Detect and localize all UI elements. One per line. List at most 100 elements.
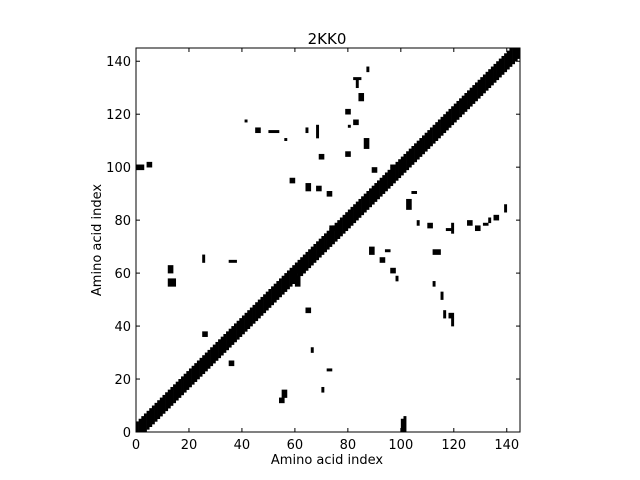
diagonal-contact: [151, 405, 155, 425]
contact-cell: [416, 220, 420, 226]
diagonal-contact: [361, 196, 365, 216]
diagonal-contact: [329, 228, 333, 247]
diagonal-contact: [223, 334, 227, 353]
diagonal-contact: [451, 106, 455, 126]
diagonal-contact: [239, 318, 243, 337]
contact-cell: [432, 281, 436, 287]
diagonal-contact: [345, 212, 349, 232]
diagonal-contact: [154, 402, 158, 422]
diagonal-contact: [347, 209, 351, 229]
diagonal-contact: [292, 265, 296, 284]
y-tick-label: 40: [114, 320, 131, 335]
contact-cell: [379, 257, 386, 263]
diagonal-contact: [384, 172, 388, 192]
plot-frame: [135, 47, 521, 433]
diagonal-contact: [326, 230, 330, 250]
diagonal-contact: [504, 53, 508, 73]
diagonal-contact: [302, 254, 306, 274]
diagonal-contact: [260, 296, 264, 316]
contact-cell: [474, 225, 481, 232]
diagonal-contact: [321, 236, 325, 255]
diagonal-contact: [429, 127, 433, 147]
contact-cell: [294, 275, 301, 287]
diagonal-contact: [337, 220, 341, 239]
diagonal-contact: [509, 48, 513, 67]
y-tick-label: 20: [114, 373, 131, 388]
diagonal-contact: [403, 153, 407, 173]
diagonal-contact: [488, 69, 492, 89]
diagonal-contact: [419, 138, 423, 157]
diagonal-contact: [236, 320, 240, 340]
contact-cell: [316, 185, 322, 192]
x-tick-label: 40: [234, 438, 251, 453]
diagonal-contact: [143, 413, 147, 433]
contact-cell: [363, 138, 370, 149]
diagonal-contact: [464, 93, 468, 112]
x-tick-label: 100: [388, 438, 413, 453]
x-axis-ticks: 0 20 40 60 80 100 120 140: [132, 48, 519, 453]
diagonal-contact: [501, 55, 505, 75]
diagonal-contact: [136, 421, 139, 433]
diagonal-contact: [188, 368, 192, 388]
diagonal-contact: [514, 48, 518, 62]
contact-cell: [440, 291, 444, 300]
diagonal-contact: [467, 90, 470, 110]
diagonal-contact: [342, 214, 346, 234]
contact-cell: [305, 307, 312, 314]
diagonal-contact: [461, 95, 465, 115]
contact-cell: [371, 167, 378, 173]
contact-cell: [493, 214, 500, 221]
diagonal-contact: [183, 373, 187, 393]
x-axis-label: Amino acid index: [271, 453, 383, 468]
contact-cell: [294, 265, 306, 274]
contact-cell: [445, 228, 452, 232]
contact-cell: [228, 360, 235, 367]
diagonal-contact: [422, 135, 425, 155]
contact-cell: [355, 79, 359, 89]
diagonal-contact: [233, 323, 237, 343]
diagonal-contact: [210, 347, 214, 367]
y-axis-label: Amino acid index: [90, 184, 105, 296]
diagonal-contact: [157, 400, 161, 420]
diagonal-contact: [273, 283, 277, 303]
diagonal-contact: [281, 275, 285, 295]
contact-cell: [403, 416, 407, 420]
diagonal-contact: [363, 193, 367, 213]
diagonal-contact: [218, 339, 222, 359]
diagonal-contact: [226, 331, 229, 351]
contact-cell: [411, 191, 418, 194]
diagonal-contact: [276, 281, 280, 300]
contact-cell: [427, 222, 433, 229]
diagonal-contact: [162, 394, 166, 414]
diagonal-contact: [228, 328, 232, 348]
diagonal-contact: [392, 164, 396, 184]
contact-cell: [318, 153, 325, 160]
diagonal-contact: [414, 143, 418, 163]
contact-cell: [443, 310, 447, 319]
diagonal-contact: [440, 116, 444, 136]
plot-area: [135, 47, 521, 433]
diagonal-contact: [490, 66, 494, 86]
diagonal-contact: [196, 360, 200, 380]
diagonal-contact: [456, 100, 460, 120]
contact-cell: [289, 177, 296, 184]
diagonal-contact: [316, 241, 320, 261]
diagonal-contact: [331, 225, 335, 245]
diagonal-contact: [289, 267, 293, 287]
diagonal-contact: [318, 238, 322, 258]
diagonal-contact: [175, 381, 179, 401]
diagonal-contact: [257, 299, 261, 319]
diagonal-contact: [167, 389, 171, 409]
diagonal-contact: [408, 148, 412, 168]
diagonal-contact: [395, 161, 399, 181]
diagonal-contact: [469, 87, 473, 107]
diagonal-contact: [173, 384, 177, 404]
diagonal-contact: [443, 114, 447, 134]
contact-cell: [448, 312, 455, 319]
contact-cell: [167, 265, 174, 274]
diagonal-contact: [308, 249, 312, 269]
diagonal-contact: [498, 58, 502, 78]
diagonal-contact: [496, 61, 500, 81]
contact-cell: [358, 93, 365, 102]
diagonal-contact: [265, 291, 269, 311]
